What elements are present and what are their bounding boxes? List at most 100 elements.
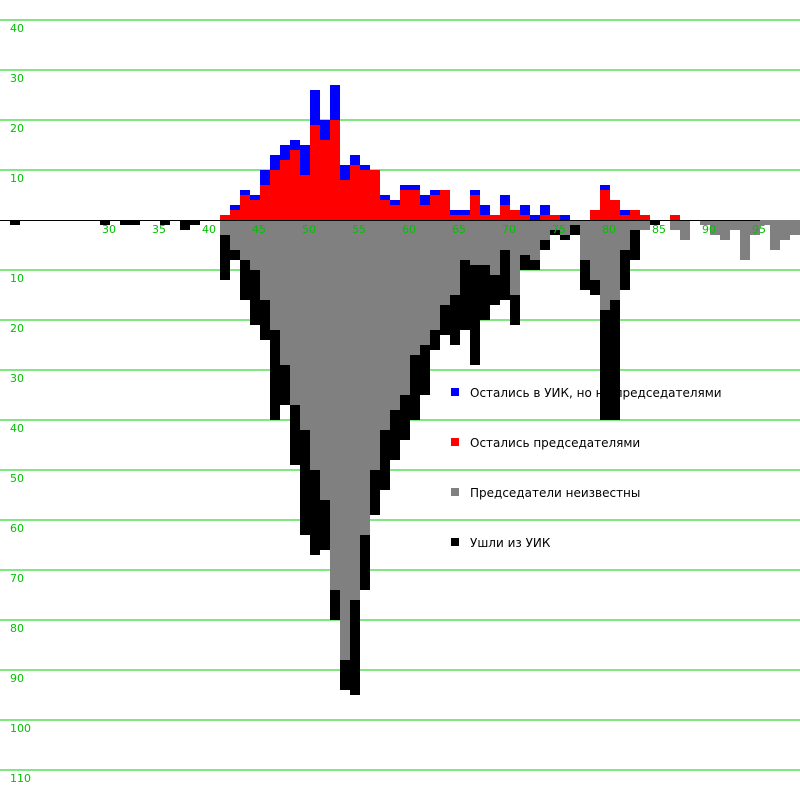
bar-up-1 — [620, 210, 630, 215]
y-tick-labels: 40 30 20 10 10 20 30 40 50 60 70 80 90 100 110 — [10, 22, 31, 785]
bar-up-0 — [270, 170, 280, 220]
bar-up-0 — [390, 205, 400, 220]
bar-down-1 — [160, 220, 170, 225]
bar-down-1 — [490, 275, 500, 305]
bar-up-0 — [310, 125, 320, 220]
bar-down-0 — [560, 220, 570, 235]
bar-down-1 — [550, 230, 560, 235]
bar-down-1 — [600, 310, 610, 420]
bar-down-1 — [410, 355, 420, 420]
bar-up-1 — [280, 145, 290, 160]
bar-down-0 — [610, 220, 620, 300]
bar-up-0 — [600, 190, 610, 220]
bar-down-1 — [190, 220, 200, 225]
bar-down-1 — [480, 265, 490, 320]
bar-down-0 — [750, 220, 760, 235]
bar-down-1 — [310, 470, 320, 555]
bar-down-1 — [630, 230, 640, 260]
bar-down-1 — [650, 220, 660, 225]
bar-up-0 — [340, 180, 350, 220]
bar-down-1 — [240, 260, 250, 300]
bar-down-0 — [760, 220, 770, 225]
x-tick-label: 95 — [752, 223, 766, 236]
bar-down-0 — [620, 220, 630, 250]
bar-down-0 — [470, 220, 480, 265]
bar-down-0 — [730, 220, 740, 230]
bar-down-0 — [270, 220, 280, 330]
bar-down-0 — [500, 220, 510, 250]
bar-down-1 — [220, 235, 230, 280]
bar-down-1 — [10, 220, 20, 225]
bar-up-0 — [280, 160, 290, 220]
bar-down-1 — [620, 250, 630, 290]
bar-up-1 — [470, 190, 480, 195]
bar-down-1 — [340, 660, 350, 690]
x-tick-label: 35 — [152, 223, 166, 236]
bar-down-0 — [400, 220, 410, 395]
bar-down-0 — [220, 220, 230, 235]
bar-up-0 — [590, 210, 600, 220]
bar-up-1 — [350, 155, 360, 165]
bar-up-0 — [230, 210, 240, 220]
y-tick-label: 10 — [10, 272, 24, 285]
bar-down-0 — [310, 220, 320, 470]
bar-up-1 — [600, 185, 610, 190]
y-tick-label: 100 — [10, 722, 31, 735]
y-tick-label: 30 — [10, 372, 24, 385]
bar-down-0 — [570, 220, 580, 225]
bar-up-1 — [530, 215, 540, 220]
y-tick-label: 10 — [10, 172, 24, 185]
bar-up-1 — [250, 195, 260, 200]
bar-down-1 — [450, 295, 460, 345]
bar-up-0 — [540, 215, 550, 220]
legend-swatch — [451, 438, 459, 446]
bars — [10, 85, 800, 695]
legend-label: Ушли из УИК — [470, 536, 551, 550]
bar-down-0 — [580, 220, 590, 260]
bar-up-1 — [540, 205, 550, 215]
bar-down-1 — [570, 225, 580, 235]
bar-down-0 — [720, 220, 730, 240]
legend-swatch — [451, 538, 459, 546]
bar-down-1 — [390, 410, 400, 460]
y-tick-label: 110 — [10, 772, 31, 785]
bar-down-1 — [440, 305, 450, 335]
bar-down-0 — [780, 220, 790, 240]
bar-down-0 — [520, 220, 530, 255]
bar-down-1 — [330, 590, 340, 620]
bar-down-1 — [320, 500, 330, 550]
bar-up-1 — [290, 140, 300, 150]
bar-down-0 — [350, 220, 360, 600]
bar-down-1 — [460, 260, 470, 330]
bar-down-1 — [120, 220, 130, 225]
bar-down-0 — [440, 220, 450, 305]
bar-down-0 — [770, 220, 780, 250]
bar-up-1 — [240, 190, 250, 195]
bar-down-0 — [230, 220, 240, 250]
bar-up-0 — [300, 175, 310, 220]
bar-down-1 — [360, 535, 370, 590]
bar-up-1 — [520, 205, 530, 215]
bar-up-0 — [620, 215, 630, 220]
bar-down-0 — [390, 220, 400, 410]
bar-down-1 — [400, 395, 410, 440]
bar-up-1 — [230, 205, 240, 210]
bar-up-0 — [640, 215, 650, 220]
bar-up-1 — [330, 85, 340, 120]
bar-down-1 — [610, 300, 620, 420]
bar-up-0 — [400, 190, 410, 220]
bar-up-0 — [350, 165, 360, 220]
bar-up-1 — [260, 170, 270, 185]
bar-down-0 — [330, 220, 340, 590]
bar-up-0 — [380, 200, 390, 220]
bar-up-0 — [670, 215, 680, 220]
bar-down-0 — [790, 220, 800, 235]
bar-down-0 — [340, 220, 350, 660]
bar-up-0 — [490, 215, 500, 220]
bar-down-0 — [380, 220, 390, 430]
bar-down-1 — [270, 330, 280, 420]
bar-up-0 — [220, 215, 230, 220]
bar-up-1 — [560, 215, 570, 220]
bar-up-1 — [410, 185, 420, 190]
bar-up-1 — [390, 200, 400, 205]
